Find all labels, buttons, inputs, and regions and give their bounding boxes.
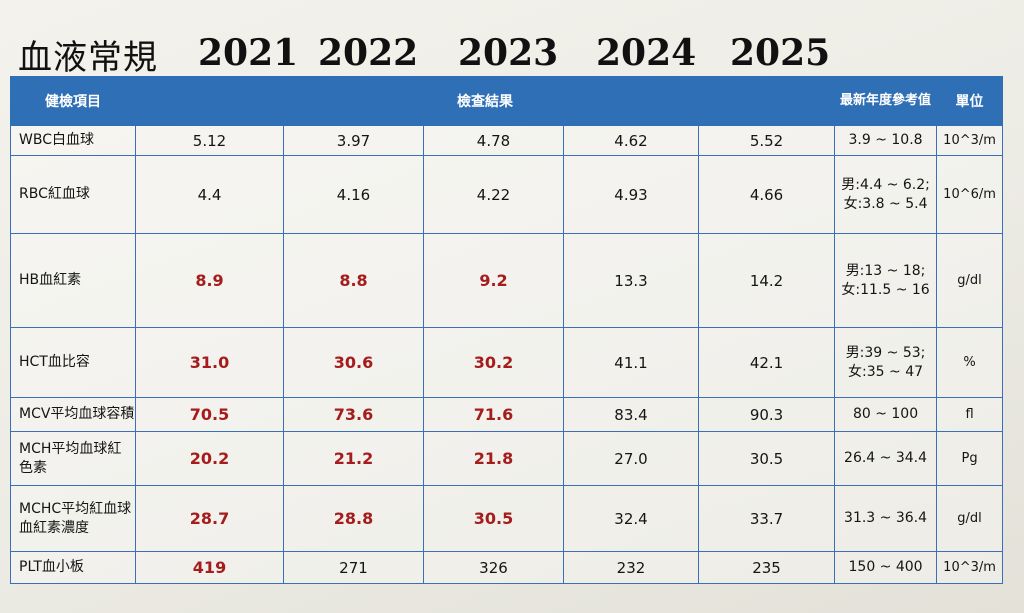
result-value: 4.93 bbox=[563, 155, 699, 234]
report-title: 血液常規 bbox=[18, 38, 158, 78]
header-unit: 單位 bbox=[936, 76, 1004, 126]
title-row: 血液常規 2021 2022 2023 2024 2025 bbox=[18, 30, 1018, 80]
header-item: 健檢項目 bbox=[10, 76, 136, 126]
table-row: HCT血比容 31.0 30.6 30.2 41.1 42.1 男:39 ~ 53; 女:3… bbox=[10, 327, 1004, 398]
reference-range: 男:39 ~ 53; 女:35 ~ 47 bbox=[834, 327, 938, 398]
result-value: 30.5 bbox=[697, 431, 836, 486]
result-value: 30.6 bbox=[283, 327, 424, 398]
reference-range: 80 ~ 100 bbox=[834, 397, 938, 432]
test-item-name: HCT血比容 bbox=[10, 327, 136, 398]
unit: fl bbox=[936, 397, 1004, 432]
result-value: 20.2 bbox=[135, 431, 284, 486]
result-value: 271 bbox=[283, 551, 424, 584]
header-reference: 最新年度參考值 bbox=[834, 76, 938, 126]
result-value: 41.1 bbox=[563, 327, 699, 398]
result-value: 5.52 bbox=[697, 125, 836, 156]
unit: 10^3/m bbox=[936, 125, 1004, 156]
unit: g/dl bbox=[936, 485, 1004, 552]
result-value: 42.1 bbox=[697, 327, 836, 398]
reference-range: 3.9 ~ 10.8 bbox=[834, 125, 938, 156]
result-value: 70.5 bbox=[135, 397, 284, 432]
year-2023: 2023 bbox=[458, 32, 559, 74]
result-value: 4.22 bbox=[423, 155, 564, 234]
result-value: 8.8 bbox=[283, 233, 424, 328]
result-value: 31.0 bbox=[135, 327, 284, 398]
result-value: 83.4 bbox=[563, 397, 699, 432]
test-item-name: MCHC平均紅血球血紅素濃度 bbox=[10, 485, 136, 552]
year-2025: 2025 bbox=[730, 32, 831, 74]
test-item-name: MCV平均血球容積 bbox=[10, 397, 136, 432]
reference-range: 男:13 ~ 18; 女:11.5 ~ 16 bbox=[834, 233, 938, 328]
reference-range: 26.4 ~ 34.4 bbox=[834, 431, 938, 486]
test-item-name: HB血紅素 bbox=[10, 233, 136, 328]
result-value: 33.7 bbox=[697, 485, 836, 552]
result-value: 3.97 bbox=[283, 125, 424, 156]
result-value: 326 bbox=[423, 551, 564, 584]
unit: 10^3/m bbox=[936, 551, 1004, 584]
table-row: PLT血小板 419 271 326 232 235 150 ~ 400 10^3/m bbox=[10, 551, 1004, 584]
year-2024: 2024 bbox=[596, 32, 697, 74]
test-item-name: WBC白血球 bbox=[10, 125, 136, 156]
unit: Pg bbox=[936, 431, 1004, 486]
result-value: 27.0 bbox=[563, 431, 699, 486]
result-value: 232 bbox=[563, 551, 699, 584]
test-item-name: RBC紅血球 bbox=[10, 155, 136, 234]
result-value: 9.2 bbox=[423, 233, 564, 328]
result-value: 21.2 bbox=[283, 431, 424, 486]
year-2022: 2022 bbox=[318, 32, 419, 74]
results-table-wrap: 健檢項目 檢查結果 最新年度參考值 單位 WBC白血球 5.12 3.97 4.78 4… bbox=[10, 76, 1004, 596]
result-value: 4.78 bbox=[423, 125, 564, 156]
result-value: 90.3 bbox=[697, 397, 836, 432]
reference-range: 男:4.4 ~ 6.2; 女:3.8 ~ 5.4 bbox=[834, 155, 938, 234]
table-row: MCV平均血球容積 70.5 73.6 71.6 83.4 90.3 80 ~ 100 fl bbox=[10, 397, 1004, 432]
result-value: 28.7 bbox=[135, 485, 284, 552]
result-value: 30.2 bbox=[423, 327, 564, 398]
result-value: 8.9 bbox=[135, 233, 284, 328]
results-table: 健檢項目 檢查結果 最新年度參考值 單位 WBC白血球 5.12 3.97 4.78 4… bbox=[10, 76, 1004, 584]
reference-range: 31.3 ~ 36.4 bbox=[834, 485, 938, 552]
table-row: WBC白血球 5.12 3.97 4.78 4.62 5.52 3.9 ~ 10.8 10^3… bbox=[10, 125, 1004, 156]
result-value: 28.8 bbox=[283, 485, 424, 552]
header-results: 檢查結果 bbox=[134, 76, 836, 126]
table-header-row: 健檢項目 檢查結果 最新年度參考值 單位 bbox=[10, 76, 1004, 126]
result-value: 71.6 bbox=[423, 397, 564, 432]
result-value: 4.66 bbox=[697, 155, 836, 234]
table-row: HB血紅素 8.9 8.8 9.2 13.3 14.2 男:13 ~ 18; 女:11.5 … bbox=[10, 233, 1004, 328]
result-value: 4.62 bbox=[563, 125, 699, 156]
result-value: 14.2 bbox=[697, 233, 836, 328]
result-value: 5.12 bbox=[135, 125, 284, 156]
result-value: 21.8 bbox=[423, 431, 564, 486]
result-value: 13.3 bbox=[563, 233, 699, 328]
test-item-name: MCH平均血球紅色素 bbox=[10, 431, 136, 486]
result-value: 4.4 bbox=[135, 155, 284, 234]
unit: g/dl bbox=[936, 233, 1004, 328]
result-value: 73.6 bbox=[283, 397, 424, 432]
table-row: MCHC平均紅血球血紅素濃度 28.7 28.8 30.5 32.4 33.7 31.3 ~… bbox=[10, 485, 1004, 552]
result-value: 32.4 bbox=[563, 485, 699, 552]
result-value: 4.16 bbox=[283, 155, 424, 234]
unit: % bbox=[936, 327, 1004, 398]
test-item-name: PLT血小板 bbox=[10, 551, 136, 584]
result-value: 30.5 bbox=[423, 485, 564, 552]
table-row: RBC紅血球 4.4 4.16 4.22 4.93 4.66 男:4.4 ~ 6.2; 女:… bbox=[10, 155, 1004, 234]
reference-range: 150 ~ 400 bbox=[834, 551, 938, 584]
year-2021: 2021 bbox=[198, 32, 299, 74]
result-value: 419 bbox=[135, 551, 284, 584]
table-row: MCH平均血球紅色素 20.2 21.2 21.8 27.0 30.5 26.4 ~ 34.… bbox=[10, 431, 1004, 486]
unit: 10^6/m bbox=[936, 155, 1004, 234]
result-value: 235 bbox=[697, 551, 836, 584]
